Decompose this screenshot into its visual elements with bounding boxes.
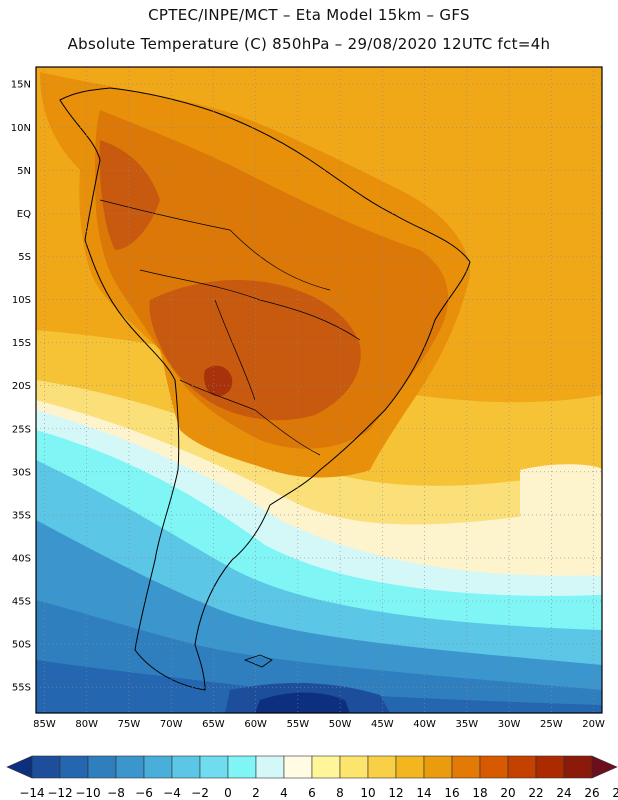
colorbar-min-arrow bbox=[6, 755, 33, 779]
latitude-label: 5S bbox=[18, 252, 31, 263]
latitude-label: 50S bbox=[12, 640, 31, 651]
zone-blue-dark bbox=[36, 660, 602, 713]
colorbar-swatch bbox=[59, 755, 89, 779]
colorbar-swatch bbox=[507, 755, 537, 779]
colorbar-swatch bbox=[451, 755, 481, 779]
colorbar-label: 18 bbox=[472, 786, 487, 800]
longitude-label: 20W bbox=[582, 719, 605, 730]
map-title-line2: Absolute Temperature (C) 850hPa – 29/08/… bbox=[67, 35, 551, 53]
longitude-label: 35W bbox=[456, 719, 479, 730]
longitude-label: 55W bbox=[287, 719, 310, 730]
latitude-label: 5N bbox=[17, 166, 31, 177]
colorbar-label: 6 bbox=[308, 786, 316, 800]
colorbar-swatch bbox=[339, 755, 369, 779]
colorbar-label: −14 bbox=[19, 786, 44, 800]
latitude-label: 40S bbox=[12, 553, 31, 564]
longitude-label: 85W bbox=[33, 719, 56, 730]
colorbar-label: −2 bbox=[191, 786, 209, 800]
south-america-coastline bbox=[59, 87, 471, 691]
colorbar-label: 28 bbox=[612, 786, 618, 800]
latitude-label: EQ bbox=[17, 209, 31, 220]
latitude-label: 15N bbox=[11, 80, 31, 91]
colorbar-swatch bbox=[143, 755, 173, 779]
colorbar-swatch bbox=[563, 755, 593, 779]
latitude-label: 10N bbox=[11, 123, 31, 134]
colorbar-swatch bbox=[87, 755, 117, 779]
zone-navy-deep bbox=[255, 692, 350, 713]
colorbar-swatch bbox=[31, 755, 61, 779]
map-frame bbox=[35, 66, 603, 714]
falkland-islands bbox=[243, 654, 273, 668]
latitude-label: 35S bbox=[12, 510, 31, 521]
latitude-label: 25S bbox=[12, 424, 31, 435]
latitude-label: 20S bbox=[12, 381, 31, 392]
latitude-label: 10S bbox=[12, 295, 31, 306]
temperature-field bbox=[36, 67, 602, 713]
colorbar-swatch bbox=[283, 755, 313, 779]
latitude-label: 55S bbox=[12, 683, 31, 694]
colorbar-swatch bbox=[395, 755, 425, 779]
colorbar-swatch bbox=[479, 755, 509, 779]
colorbar-swatch bbox=[227, 755, 257, 779]
longitude-label: 25W bbox=[540, 719, 563, 730]
colorbar-label: 16 bbox=[444, 786, 459, 800]
longitude-label: 70W bbox=[160, 719, 183, 730]
longitude-label: 30W bbox=[498, 719, 521, 730]
longitude-label: 40W bbox=[413, 719, 436, 730]
map-title-line1: CPTEC/INPE/MCT – Eta Model 15km – GFS bbox=[148, 6, 470, 24]
colorbar-swatch bbox=[535, 755, 565, 779]
colorbar-swatch bbox=[171, 755, 201, 779]
colorbar-label: 0 bbox=[224, 786, 232, 800]
colorbar-swatch bbox=[311, 755, 341, 779]
latitude-label: 45S bbox=[12, 597, 31, 608]
longitude-label: 45W bbox=[371, 719, 394, 730]
colorbar-labels: −14 −12 −10 −8 −6 −4 −2 0 2 4 6 8 10 12 14 16 18 20 22 24 26… bbox=[19, 786, 618, 800]
colorbar-label: 4 bbox=[280, 786, 288, 800]
zone-hot-andes bbox=[99, 140, 160, 250]
longitude-label: 65W bbox=[202, 719, 225, 730]
colorbar-label: −10 bbox=[75, 786, 100, 800]
colorbar-label: −8 bbox=[107, 786, 125, 800]
colorbar-swatch bbox=[367, 755, 397, 779]
colorbar-label: 10 bbox=[360, 786, 375, 800]
longitude-label: 50W bbox=[329, 719, 352, 730]
colorbar-label: 8 bbox=[336, 786, 344, 800]
colorbar-swatch bbox=[423, 755, 453, 779]
temperature-colorbar bbox=[6, 755, 618, 779]
latitude-labels: 15N 10N 5N EQ 5S 10S 15S 20S 25S 30S 35S 40S 45S 50S 5… bbox=[11, 80, 31, 694]
colorbar-label: 24 bbox=[556, 786, 571, 800]
colorbar-label: −12 bbox=[47, 786, 72, 800]
longitude-label: 75W bbox=[118, 719, 141, 730]
colorbar-label: −6 bbox=[135, 786, 153, 800]
colorbar-max-arrow bbox=[591, 755, 618, 779]
colorbar-swatch bbox=[115, 755, 145, 779]
latitude-label: 15S bbox=[12, 338, 31, 349]
colorbar-swatch bbox=[199, 755, 229, 779]
country-borders bbox=[99, 199, 361, 456]
colorbar-label: 22 bbox=[528, 786, 543, 800]
colorbar-label: 26 bbox=[584, 786, 599, 800]
colorbar-label: −4 bbox=[163, 786, 181, 800]
zone-very-hot bbox=[204, 365, 233, 397]
longitude-label: 80W bbox=[75, 719, 98, 730]
latitude-label: 30S bbox=[12, 467, 31, 478]
colorbar-swatch bbox=[255, 755, 285, 779]
longitude-label: 60W bbox=[244, 719, 267, 730]
longitude-labels: 85W 80W 75W 70W 65W 60W 55W 50W 45W 40W 35W 30W 25W 2… bbox=[33, 719, 605, 730]
colorbar-label: 20 bbox=[500, 786, 515, 800]
colorbar-label: 12 bbox=[388, 786, 403, 800]
colorbar-label: 2 bbox=[252, 786, 260, 800]
colorbar-label: 14 bbox=[416, 786, 431, 800]
zone-pale-east bbox=[520, 464, 602, 576]
zone-hot bbox=[149, 280, 361, 421]
